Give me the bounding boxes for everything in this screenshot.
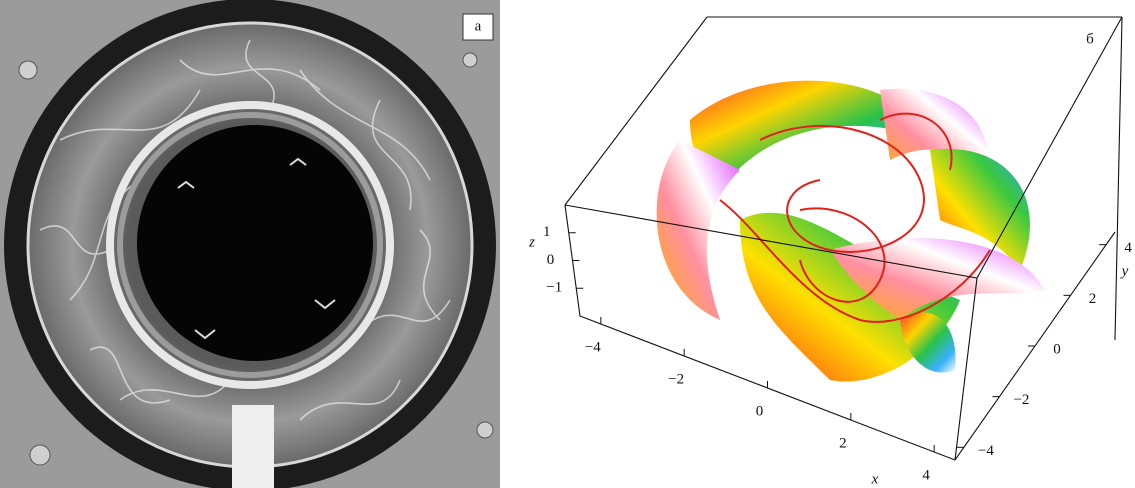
axis-label: x <box>871 471 879 487</box>
tick-label: −4 <box>585 339 601 355</box>
tick-label: 0 <box>547 252 555 268</box>
tick-label: 2 <box>839 435 847 451</box>
tick-label: −2 <box>668 371 684 387</box>
tick-label: −4 <box>978 443 994 459</box>
axis-label: z <box>528 234 535 250</box>
panel-label: б <box>1086 31 1094 47</box>
tick-label: 1 <box>543 224 551 240</box>
tick-label: 0 <box>756 403 764 419</box>
tick-label: 4 <box>922 467 930 483</box>
panel-label: а <box>475 18 482 34</box>
tick-label: −2 <box>1013 392 1029 408</box>
axis-label: y <box>1120 263 1129 279</box>
tick-label: −1 <box>546 280 562 296</box>
photo: а <box>0 0 500 488</box>
tick-label: 4 <box>1124 240 1132 256</box>
tick-label: 0 <box>1053 341 1061 357</box>
tick-label: 2 <box>1089 291 1097 307</box>
figure: а б z x y −4 −2 0 2 4 −4 −2 0 2 4 −1 0 1 <box>0 0 1135 488</box>
